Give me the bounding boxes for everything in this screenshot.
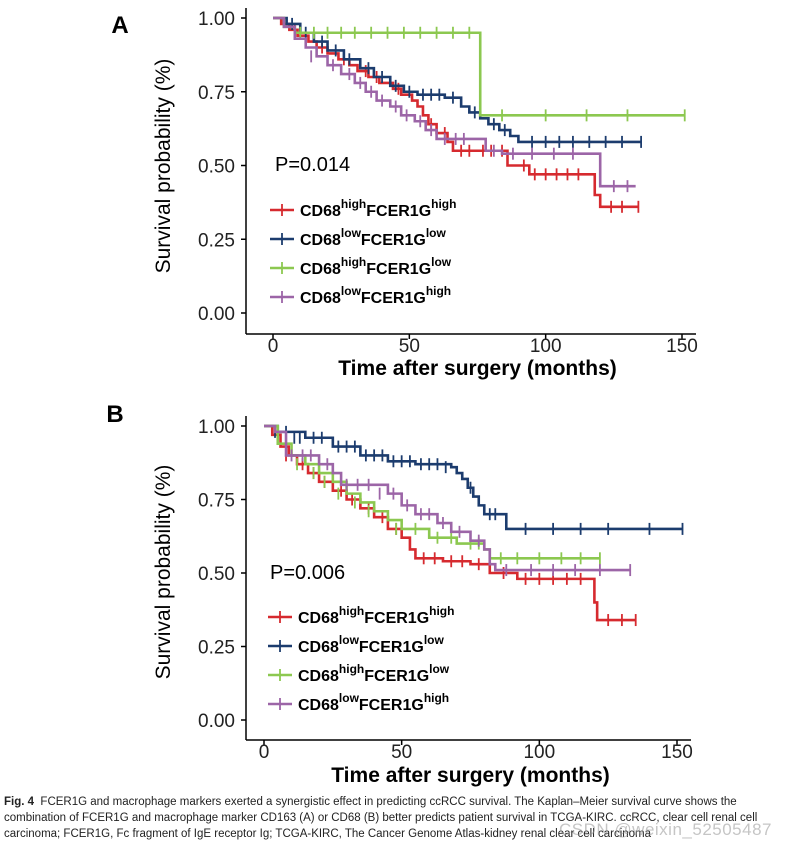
x-tick-label: 100 [530,336,562,357]
survival-curve [273,16,685,117]
x-tick-label: 150 [661,742,693,763]
legend-label-superscript: high [431,197,456,211]
survival-curve [273,16,642,144]
csdn-watermark: CSDN @weixin_52505487 [559,820,772,839]
legend-label-text: CD68 [298,610,339,627]
legend-label-superscript: high [341,255,366,269]
legend-entry: CD68lowFCER1Ghigh [270,284,451,307]
legend-entry: CD68lowFCER1Ghigh [268,691,449,714]
legend-label-superscript: low [431,255,452,269]
legend-label-superscript: low [339,691,360,705]
legend-label: CD68lowFCER1Ghigh [300,284,451,307]
figure-caption: Fig. 4 FCER1G and macrophage markers exe… [4,794,780,842]
legend-label-superscript: high [424,691,449,705]
legend-label-superscript: low [339,633,360,647]
x-tick-label: 0 [268,336,279,357]
legend-entry: CD68lowFCER1Glow [270,226,446,249]
caption-fig-label: Fig. 4 [4,796,35,808]
x-axis-title: Time after surgery (months) [338,357,617,380]
legend-label: CD68highFCER1Ghigh [300,197,456,220]
km-series-3 [264,424,601,565]
x-tick-label: 50 [391,742,412,763]
legend-label-text: FCER1G [359,697,424,714]
p-value-label: P=0.006 [270,562,345,584]
legend-label: CD68highFCER1Glow [298,662,450,685]
survival-curve [273,16,636,188]
legend-label-superscript: low [426,226,447,240]
y-axis-title: Survival probability (%) [152,465,175,680]
legend-label-superscript: high [339,662,364,676]
legend-label-text: CD68 [298,668,339,685]
figure-stage: A 0.00 0.25 0.50 0.75 1.00 0 50 100 150 Time after… [106,8,698,787]
legend-label-text: FCER1G [366,203,431,220]
survival-curve [264,424,631,572]
y-tick-label: 1.00 [198,9,235,30]
legend-label-superscript: low [429,662,450,676]
legend-label-text: CD68 [300,203,341,220]
legend-label-superscript: high [429,604,454,618]
x-axis-title: Time after surgery (months) [331,764,610,787]
y-tick-label: 0.00 [198,711,235,732]
legend-label: CD68highFCER1Glow [300,255,452,278]
x-tick-label: 100 [523,742,555,763]
legend-label-text: CD68 [298,639,339,656]
km-panel-b: B 0.00 0.25 0.50 0.75 1.00 0 50 100 150 Time after… [106,401,693,787]
legend-label-superscript: low [341,284,362,298]
y-tick-label: 0.75 [198,491,235,512]
x-tick-label: 50 [399,336,420,357]
legend-label: CD68lowFCER1Glow [300,226,446,249]
panel-label: A [111,12,128,39]
x-tick-label: 0 [259,742,270,763]
legend-entry: CD68highFCER1Ghigh [268,604,454,627]
survival-curve [273,16,639,209]
legend-label-text: FCER1G [364,668,429,685]
km-series-2 [264,424,684,535]
legend-label-text: FCER1G [361,290,426,307]
legend-label-text: FCER1G [359,639,424,656]
legend-entry: CD68highFCER1Glow [268,662,450,685]
legend-label-text: CD68 [300,232,341,249]
legend-label-text: FCER1G [361,232,426,249]
figure-svg: A 0.00 0.25 0.50 0.75 1.00 0 50 100 150 Time after… [106,8,698,787]
legend-label: CD68lowFCER1Ghigh [298,691,449,714]
legend-entry: CD68lowFCER1Glow [268,633,444,656]
panel-label: B [106,401,123,428]
legend-label-superscript: high [341,197,366,211]
legend-label-text: FCER1G [364,610,429,627]
km-series-3 [273,16,686,122]
survival-curve [264,424,683,531]
y-tick-label: 0.25 [198,230,235,251]
km-series-2 [273,16,642,148]
x-tick-label: 150 [666,336,698,357]
y-tick-label: 0.50 [198,157,235,178]
legend-label-text: CD68 [300,290,341,307]
y-tick-label: 0.50 [198,564,235,585]
km-series-4 [273,16,636,193]
legend-label-text: CD68 [300,261,341,278]
legend-entry: CD68highFCER1Glow [270,255,452,278]
y-tick-label: 0.00 [198,304,235,325]
y-tick-label: 0.25 [198,638,235,659]
legend-label: CD68highFCER1Ghigh [298,604,454,627]
legend-entry: CD68highFCER1Ghigh [270,197,456,220]
legend-label-text: CD68 [298,697,339,714]
y-axis-title: Survival probability (%) [152,59,175,274]
km-series-4 [264,424,632,577]
legend-label-superscript: low [424,633,445,647]
y-tick-label: 0.75 [198,83,235,104]
p-value-label: P=0.014 [275,154,350,176]
km-panel-a: A 0.00 0.25 0.50 0.75 1.00 0 50 100 150 Time after… [111,8,698,380]
legend-label-text: FCER1G [366,261,431,278]
legend-label: CD68lowFCER1Glow [298,633,444,656]
legend-label-superscript: high [426,284,451,298]
y-tick-label: 1.00 [198,417,235,438]
legend-label-superscript: high [339,604,364,618]
survival-curve [264,424,600,560]
caption-text: FCER1G and macrophage markers exerted a … [4,796,758,840]
legend-label-superscript: low [341,226,362,240]
